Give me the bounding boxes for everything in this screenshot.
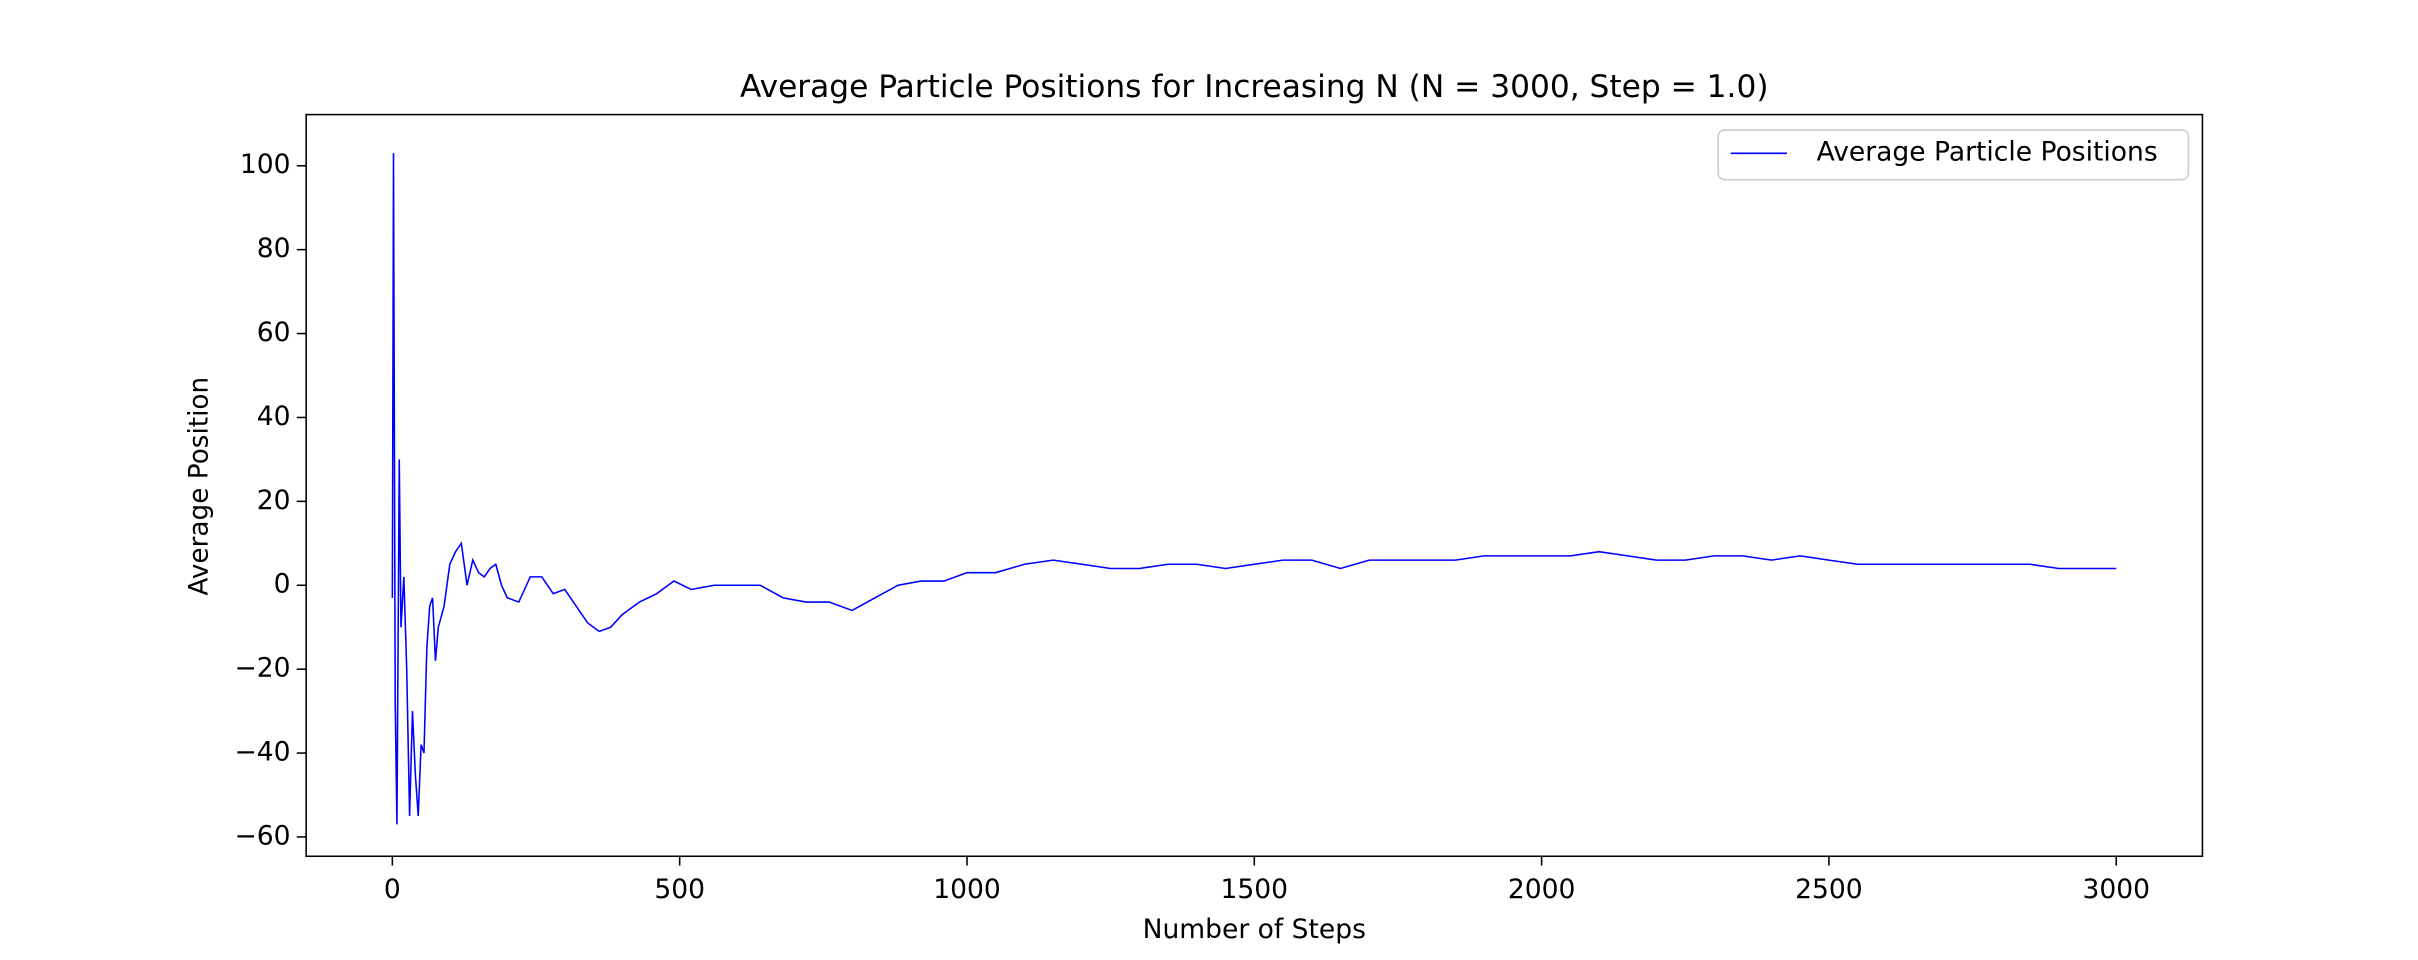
x-tick-label: 1500 xyxy=(1221,874,1289,905)
x-tick-label: 2500 xyxy=(1795,874,1863,905)
legend-box xyxy=(1717,129,2190,181)
legend-label: Average Particle Positions xyxy=(1817,137,2158,168)
y-tick-label: 20 xyxy=(257,485,291,516)
y-tick-label: −20 xyxy=(235,653,291,684)
y-tick-label: 0 xyxy=(274,569,291,600)
x-tick-label: 1000 xyxy=(933,874,1001,905)
y-tick-label: 100 xyxy=(240,149,291,180)
x-tick-label: 2000 xyxy=(1508,874,1576,905)
plot-frame xyxy=(305,113,2204,858)
x-axis-label: Number of Steps xyxy=(1143,914,1366,945)
y-tick-label: 80 xyxy=(257,233,291,264)
y-axis-label: Average Position xyxy=(183,377,214,596)
x-tick-label: 3000 xyxy=(2082,874,2150,905)
y-tick-label: 40 xyxy=(257,401,291,432)
data-line xyxy=(391,153,2117,825)
y-tick-label: −60 xyxy=(235,821,291,852)
y-tick-label: −40 xyxy=(235,737,291,768)
y-tick-label: 60 xyxy=(257,317,291,348)
x-tick-label: 500 xyxy=(654,874,705,905)
chart-title: Average Particle Positions for Increasin… xyxy=(740,69,1768,105)
x-tick-label: 0 xyxy=(384,874,401,905)
